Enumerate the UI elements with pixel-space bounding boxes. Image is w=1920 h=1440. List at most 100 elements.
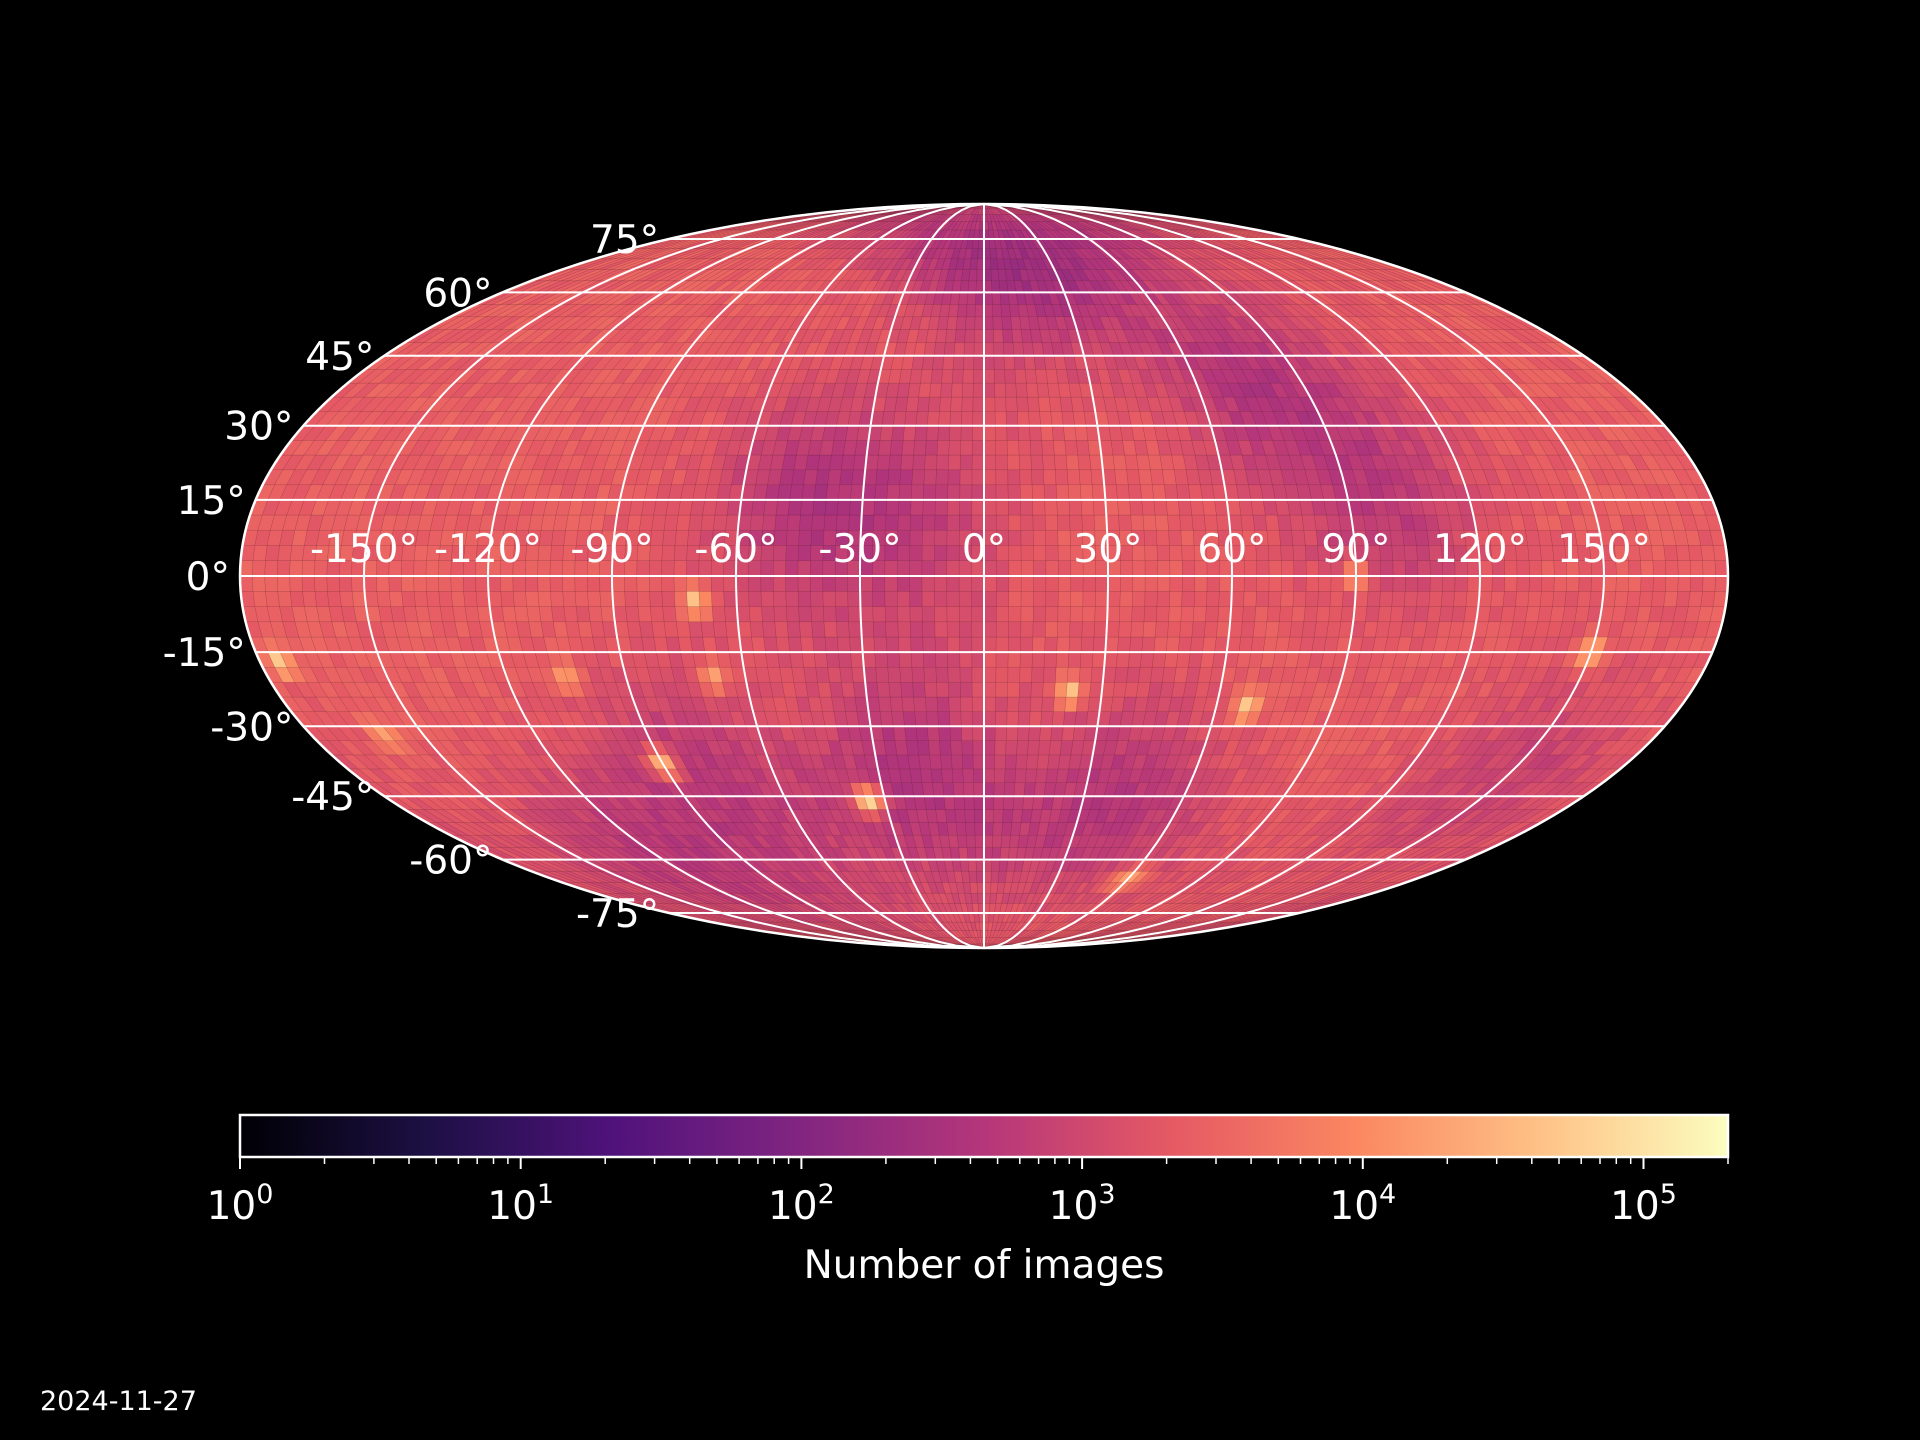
heat-cell	[1063, 425, 1077, 441]
heat-cell	[562, 591, 577, 607]
heat-cell	[879, 425, 894, 441]
heat-cell	[1366, 591, 1381, 607]
heat-cell	[885, 636, 900, 653]
heat-cell	[464, 606, 480, 623]
heat-cell	[835, 591, 849, 607]
heat-cell	[1144, 545, 1158, 561]
heat-cell	[1077, 454, 1092, 471]
heat-cell	[636, 591, 651, 607]
heat-cell	[687, 606, 702, 623]
heat-cell	[969, 882, 978, 894]
heat-cell	[1303, 529, 1318, 546]
heat-cell	[753, 651, 768, 668]
heat-cell	[993, 795, 1005, 810]
heat-cell	[970, 892, 979, 904]
heat-cell	[1200, 484, 1215, 501]
heat-cell	[1019, 469, 1033, 486]
heat-cell	[1079, 484, 1094, 501]
heat-cell	[1132, 575, 1146, 592]
heat-cell	[898, 636, 912, 653]
heat-cell	[921, 606, 936, 623]
heat-cell	[526, 606, 542, 623]
heat-cell	[1289, 514, 1305, 531]
heat-cell	[899, 666, 913, 683]
heat-cell	[996, 591, 1010, 607]
heat-cell	[883, 740, 898, 756]
heat-cell	[959, 681, 973, 698]
heat-cell	[1041, 696, 1055, 712]
heat-cell	[1552, 591, 1567, 607]
heat-cell	[917, 396, 930, 412]
heat-cell	[1301, 621, 1317, 638]
heat-cell	[785, 545, 799, 561]
heat-cell	[1050, 411, 1064, 426]
heat-cell	[1042, 454, 1056, 471]
heat-cell	[1074, 425, 1089, 441]
heat-cell	[791, 469, 806, 486]
heat-cell	[751, 636, 766, 653]
heat-cell	[1020, 514, 1034, 531]
heat-cell	[922, 499, 936, 516]
heat-cell	[797, 591, 812, 607]
heat-cell	[651, 514, 667, 531]
heat-cell	[777, 651, 792, 668]
heat-cell	[1082, 591, 1096, 607]
heat-cell	[624, 575, 638, 592]
heat-cell	[1490, 591, 1505, 607]
heat-cell	[1042, 681, 1056, 698]
heat-cell	[1402, 529, 1417, 546]
heat-cell	[1016, 740, 1029, 756]
heat-cell	[995, 711, 1008, 727]
heat-cell	[1019, 651, 1033, 668]
heat-cell	[751, 499, 766, 516]
heat-cell	[289, 560, 303, 577]
heat-cell	[662, 529, 677, 546]
heat-cell	[1429, 575, 1444, 592]
heat-cell	[909, 606, 923, 623]
heat-cell	[1242, 606, 1257, 623]
heat-cell	[1061, 411, 1075, 426]
heat-cell	[813, 651, 828, 668]
heat-cell	[812, 499, 827, 516]
heat-cell	[829, 454, 844, 471]
heat-cell	[886, 484, 901, 501]
heat-cell	[959, 666, 973, 683]
heat-cell	[1023, 782, 1036, 797]
heat-cell	[881, 411, 896, 426]
heat-cell	[990, 870, 1000, 883]
heat-cell	[551, 529, 566, 546]
heat-cell	[983, 666, 997, 683]
heat-cell	[1167, 621, 1182, 638]
heat-cell	[967, 859, 977, 872]
heat-cell	[1008, 591, 1022, 607]
heat-cell	[1268, 560, 1282, 577]
heat-cell	[1218, 591, 1233, 607]
heat-cell	[860, 621, 875, 638]
heat-cell	[983, 621, 997, 638]
heat-cell	[1038, 396, 1051, 412]
heat-cell	[777, 484, 792, 501]
heat-cell	[661, 591, 676, 607]
heat-cell	[1254, 606, 1269, 623]
heat-cell	[875, 666, 890, 683]
heat-cell	[277, 591, 293, 607]
heat-cell	[1072, 726, 1087, 741]
heat-cell	[891, 711, 905, 727]
heat-cell	[896, 575, 910, 592]
heat-cell	[983, 847, 993, 860]
heat-cell	[1093, 621, 1108, 638]
heat-cell	[1008, 499, 1021, 516]
heat-cell	[775, 499, 791, 516]
heat-cell	[922, 636, 936, 653]
heat-cell	[276, 575, 291, 592]
heat-cell	[923, 795, 936, 810]
heat-cell	[289, 575, 303, 592]
heat-cell	[1054, 681, 1068, 698]
heat-cell	[1180, 529, 1195, 546]
heat-cell	[302, 591, 317, 607]
heat-cell	[1177, 499, 1193, 516]
heat-cell	[388, 575, 402, 592]
heat-cell	[1043, 469, 1057, 486]
heat-cell	[859, 591, 874, 607]
